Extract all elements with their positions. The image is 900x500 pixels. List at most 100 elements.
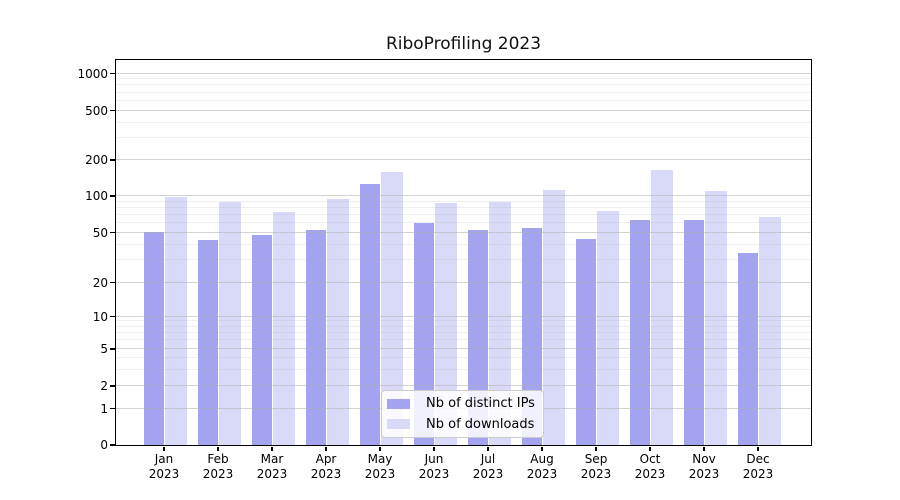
- legend-swatch-distinct-ips: [387, 398, 410, 409]
- gridline-major: [115, 109, 811, 111]
- bar-downloads: [651, 169, 673, 445]
- gridline-minor: [115, 259, 811, 261]
- bar-downloads: [489, 202, 511, 445]
- gridline-minor: [115, 357, 811, 358]
- gridline-minor: [115, 320, 811, 322]
- gridline-minor: [115, 221, 811, 223]
- bar-distinct-ips: [575, 238, 596, 445]
- x-axis-tick-label: Aug 2023: [526, 452, 558, 481]
- x-axis-tick-label: May 2023: [364, 452, 396, 481]
- y-axis-tick: [109, 109, 115, 112]
- bar-downloads: [327, 198, 349, 445]
- legend-item-downloads: Nb of downloads: [387, 417, 543, 432]
- y-axis-tick: [109, 444, 115, 446]
- gridline-minor: [115, 121, 811, 123]
- y-axis-tick: [109, 385, 115, 387]
- gridline-minor: [115, 213, 811, 215]
- x-axis-tick-label: Jan 2023: [148, 452, 180, 481]
- gridline-major: [115, 195, 811, 196]
- y-axis-tick-label: 0: [100, 438, 108, 452]
- y-axis-tick-label: 100: [85, 189, 108, 203]
- gridlines-layer: [115, 60, 811, 445]
- y-axis-tick: [109, 281, 115, 284]
- bar-distinct-ips: [413, 223, 434, 445]
- x-axis-tick: [703, 446, 705, 451]
- y-axis-tick: [109, 348, 115, 350]
- gridline-major: [115, 72, 811, 74]
- gridline-minor: [115, 243, 811, 245]
- x-axis-tick: [487, 446, 489, 451]
- y-axis-tick: [109, 72, 115, 75]
- bar-distinct-ips: [359, 183, 380, 445]
- gridline-minor: [115, 325, 811, 327]
- y-axis-tick-label: 200: [85, 153, 108, 167]
- legend: Nb of distinct IPs Nb of downloads: [381, 390, 544, 438]
- gridline-major: [115, 281, 811, 283]
- y-axis-tick-label: 1000: [77, 66, 108, 81]
- bar-downloads: [381, 172, 403, 445]
- x-axis-tick: [217, 446, 219, 451]
- bar-downloads: [273, 212, 295, 445]
- gridline-minor: [115, 137, 811, 139]
- bar-downloads: [219, 202, 241, 445]
- y-axis-tick-label: 20: [92, 275, 108, 290]
- x-axis-tick-label: Jun 2023: [418, 452, 450, 481]
- gridline-minor: [115, 339, 811, 341]
- bar-downloads: [705, 190, 727, 445]
- y-axis-tick-label: 1: [100, 401, 108, 416]
- x-axis-tick: [649, 446, 651, 451]
- x-axis-tick-label: Jul 2023: [472, 452, 504, 481]
- bar-downloads: [435, 203, 457, 445]
- bar-distinct-ips: [251, 235, 272, 445]
- x-axis-tick: [595, 446, 597, 451]
- legend-swatch-downloads: [387, 419, 410, 430]
- bar-downloads: [543, 189, 565, 445]
- x-axis-tick-label: Oct 2023: [634, 452, 666, 481]
- plot-area: [114, 58, 812, 446]
- x-axis-tick: [325, 446, 327, 451]
- gridline-minor: [115, 99, 811, 101]
- legend-item-distinct-ips: Nb of distinct IPs: [387, 396, 543, 411]
- bar-distinct-ips: [143, 232, 164, 445]
- gridline-major: [115, 315, 811, 317]
- gridline-minor: [115, 200, 811, 202]
- y-axis-tick-label: 50: [92, 225, 108, 240]
- bar-downloads: [165, 197, 187, 445]
- gridline-major: [115, 385, 811, 386]
- y-axis-tick: [109, 231, 115, 234]
- x-axis-tick: [541, 446, 543, 451]
- legend-label-distinct-ips: Nb of distinct IPs: [426, 396, 535, 412]
- x-axis-tick: [433, 446, 435, 451]
- gridline-minor: [115, 78, 811, 80]
- x-axis-tick-label: Dec 2023: [742, 452, 774, 481]
- x-axis-tick: [271, 446, 273, 451]
- bar-downloads: [759, 217, 781, 445]
- y-axis-tick: [109, 159, 115, 161]
- x-axis-tick: [757, 446, 759, 451]
- x-axis-tick-label: Sep 2023: [580, 452, 612, 481]
- chart-title: RiboProfiling 2023: [385, 34, 542, 54]
- x-axis-tick-label: Apr 2023: [310, 452, 342, 481]
- gridline-major: [115, 348, 811, 349]
- y-axis-tick-label: 10: [92, 309, 108, 324]
- gridline-minor: [115, 84, 811, 86]
- y-axis-tick: [109, 315, 115, 318]
- legend-label-downloads: Nb of downloads: [426, 416, 535, 432]
- x-axis-tick-label: Mar 2023: [256, 452, 288, 481]
- gridline-major: [115, 159, 811, 160]
- bar-distinct-ips: [305, 229, 326, 445]
- bar-distinct-ips: [683, 219, 704, 445]
- x-axis-tick: [163, 446, 165, 451]
- bar-distinct-ips: [197, 240, 218, 445]
- bar-downloads: [597, 210, 619, 445]
- x-axis-tick-label: Feb 2023: [202, 452, 234, 481]
- x-axis-tick: [379, 446, 381, 451]
- gridline-minor: [115, 206, 811, 208]
- y-axis-tick-label: 2: [100, 379, 108, 393]
- bar-distinct-ips: [629, 219, 650, 445]
- y-axis-tick: [109, 195, 115, 197]
- gridline-minor: [115, 368, 811, 370]
- gridline-minor: [115, 91, 811, 93]
- x-axis-tick-label: Nov 2023: [688, 452, 720, 481]
